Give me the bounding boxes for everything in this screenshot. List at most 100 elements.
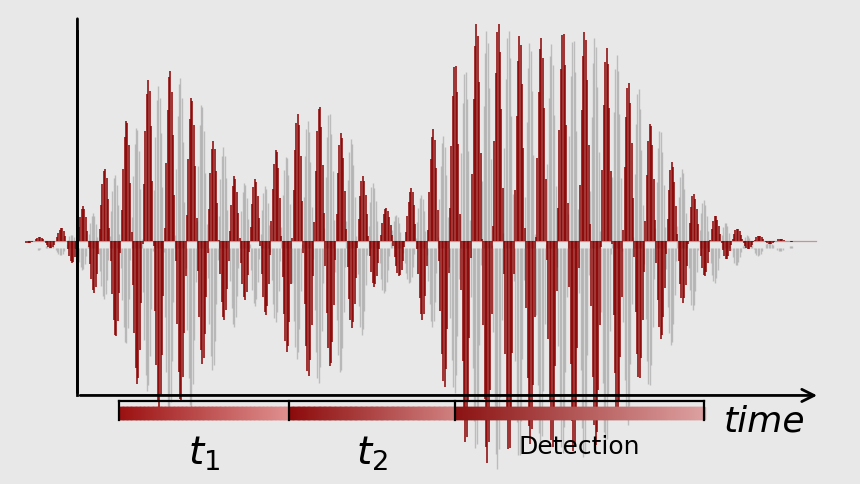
Bar [255,407,256,419]
Bar [217,407,218,419]
Bar [273,407,274,419]
Bar [389,407,390,419]
Bar [231,407,232,419]
Bar [276,407,277,419]
Bar [465,407,466,419]
Bar [208,407,209,419]
Bar [444,407,445,419]
Bar [144,407,146,419]
Bar [135,407,136,419]
Bar [425,407,426,419]
Bar [672,407,673,419]
Bar [152,407,154,419]
Bar [364,407,366,419]
Bar [555,407,556,419]
Bar [375,407,376,419]
Bar [700,407,702,419]
Bar [559,407,560,419]
Bar [338,407,340,419]
Bar [654,407,656,419]
Bar [630,407,632,419]
Bar [131,407,132,419]
Bar [338,407,339,419]
Bar [504,407,506,419]
Bar [227,407,229,419]
Bar [494,407,496,419]
Bar [423,407,424,419]
Bar [356,407,358,419]
Bar [301,407,303,419]
Bar [638,407,640,419]
Bar [367,407,368,419]
Bar [414,407,415,419]
Bar [316,407,317,419]
Bar [517,407,519,419]
Bar [241,407,243,419]
Bar [632,407,634,419]
Bar [477,407,479,419]
Bar [297,407,298,419]
Bar [329,407,331,419]
Bar [557,407,559,419]
Bar [345,407,347,419]
Bar [149,407,150,419]
Bar [210,407,212,419]
Bar [673,407,675,419]
Bar [158,407,159,419]
Bar [373,407,374,419]
Bar [211,407,212,419]
Bar [348,407,349,419]
Bar [139,407,141,419]
Bar [437,407,439,419]
Bar [454,407,455,419]
Bar [600,407,602,419]
Bar [147,407,149,419]
Bar [564,407,566,419]
Bar [415,407,416,419]
Bar [376,407,378,419]
Bar [420,407,421,419]
Bar [212,407,213,419]
Bar [145,407,146,419]
Bar [192,407,194,419]
Bar [245,407,246,419]
Bar [183,407,185,419]
Bar [368,407,370,419]
Bar [699,407,700,419]
Bar [258,407,259,419]
Bar [406,407,407,419]
Bar [578,407,580,419]
Bar [312,407,314,419]
Bar [372,407,373,419]
Bar [599,407,600,419]
Bar [184,407,186,419]
Bar [352,407,353,419]
Bar [470,407,471,419]
Bar [322,407,323,419]
Bar [459,407,461,419]
Bar [235,407,236,419]
Bar [340,407,341,419]
Bar [332,407,334,419]
Bar [351,407,353,419]
Bar [464,407,465,419]
Bar [412,407,414,419]
Bar [400,407,402,419]
Bar [448,407,449,419]
Bar [439,407,440,419]
Bar [510,407,512,419]
Bar [325,407,326,419]
Bar [233,407,235,419]
Bar [247,407,249,419]
Bar [336,407,338,419]
Bar [138,407,139,419]
Bar [617,407,618,419]
Bar [616,407,617,419]
Bar [185,407,186,419]
Bar [575,407,577,419]
Bar [281,407,283,419]
Bar [125,407,126,419]
Bar [408,407,409,419]
Bar [181,407,182,419]
Bar [152,407,153,419]
